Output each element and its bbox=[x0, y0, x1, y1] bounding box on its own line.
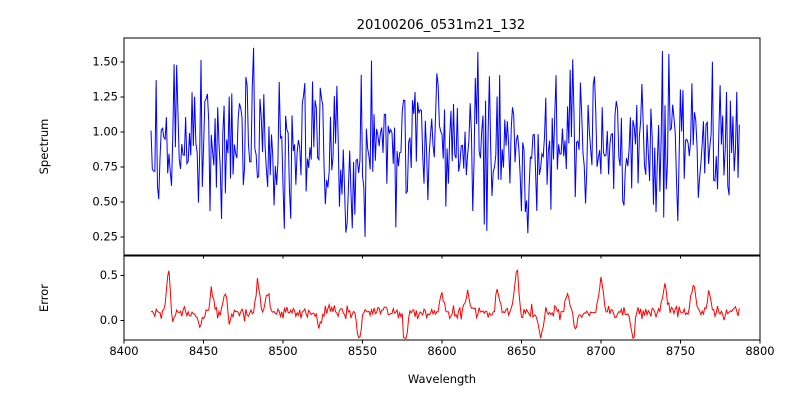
spectrum-y-ticks: 0.25 0.50 0.75 1.00 1.25 1.50 bbox=[92, 54, 761, 259]
spectrum-series-line bbox=[150, 47, 740, 237]
x-tick-label: 8500 bbox=[268, 344, 297, 358]
spectrum-y-tick-label: 0.50 bbox=[92, 194, 118, 208]
page-title: 20100206_0531m21_132 bbox=[357, 18, 526, 33]
x-tick-label: 8650 bbox=[507, 344, 536, 358]
error-panel: 0.00.5 8400 8450 8500 8550 8600 8650 8700 8750 8… bbox=[37, 255, 775, 386]
spectrum-y-tick-label: 1.25 bbox=[92, 89, 118, 103]
error-series-line bbox=[150, 269, 740, 340]
x-axis-label: Wavelength bbox=[408, 372, 476, 386]
x-tick-label: 8550 bbox=[348, 344, 377, 358]
x-tick-label: 8800 bbox=[745, 344, 774, 358]
x-tick-label: 8600 bbox=[427, 344, 456, 358]
error-y-axis-label: Error bbox=[37, 284, 51, 312]
spectrum-y-tick-label: 1.00 bbox=[92, 124, 118, 138]
error-y-tick-label: 0.5 bbox=[100, 268, 118, 282]
x-tick-label: 8450 bbox=[189, 344, 218, 358]
error-y-ticks: 0.0 0.5 bbox=[100, 268, 124, 327]
error-y-tick-label: 0.0 bbox=[100, 313, 118, 327]
spectrum-y-tick-label: 0.25 bbox=[92, 229, 118, 243]
x-tick-label: 8400 bbox=[109, 344, 138, 358]
spectrum-y-tick-label: 0.75 bbox=[92, 159, 118, 173]
x-tick-label: 8750 bbox=[666, 344, 695, 358]
spectrum-y-tick-label: 1.50 bbox=[92, 54, 118, 68]
x-tick-label: 8700 bbox=[586, 344, 615, 358]
error-data-group bbox=[150, 269, 740, 340]
spectrum-y-axis-label: Spectrum bbox=[37, 119, 51, 175]
spectrum-panel: 0.25 0.50 0.75 1.00 1.25 1.50 Spectrum bbox=[37, 37, 761, 259]
error-x-ticks: 8400 8450 8500 8550 8600 8650 8700 8750 8800 bbox=[109, 340, 775, 358]
spectrum-data-group bbox=[150, 47, 740, 237]
